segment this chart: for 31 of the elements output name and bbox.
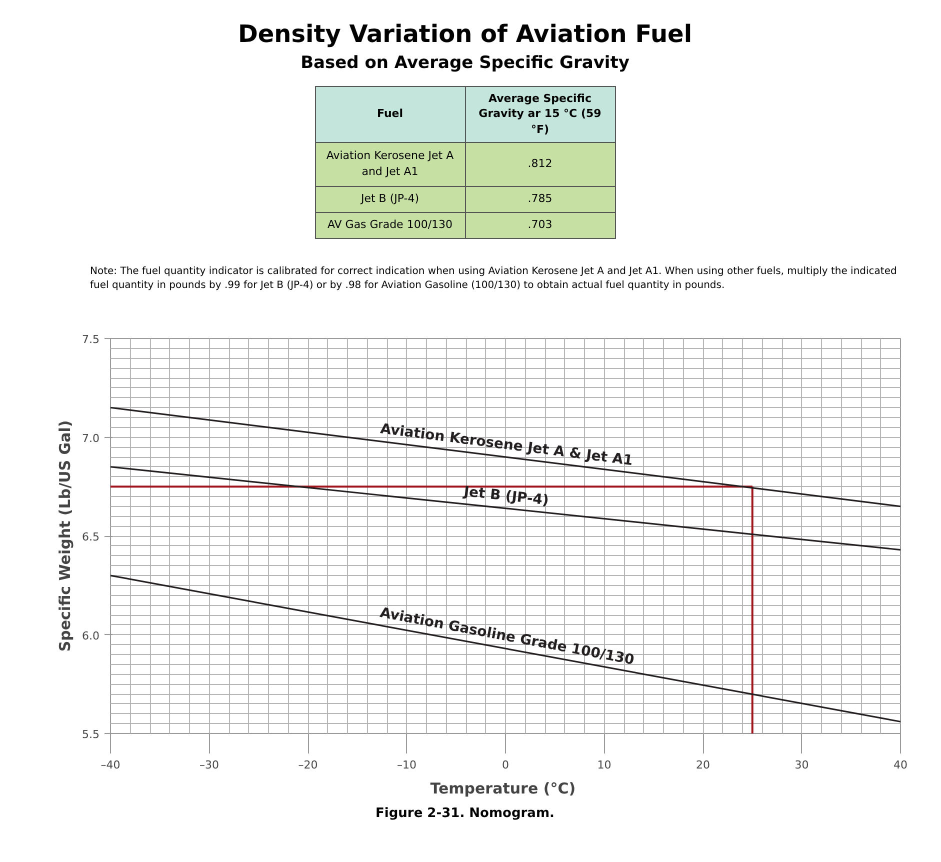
x-axis-title: Temperature (°C) xyxy=(430,780,576,798)
text: .703 xyxy=(465,212,615,238)
y-axis-title: Specific Weight (Lb/US Gal) xyxy=(56,420,74,652)
x-tick-label: 40 xyxy=(894,758,908,772)
y-tick-label: 6.0 xyxy=(82,629,100,642)
x-tick-label: 30 xyxy=(794,758,809,772)
x-tick-label: 0 xyxy=(502,758,509,772)
x-tick-label: 20 xyxy=(696,758,710,772)
text: .785 xyxy=(465,186,615,212)
text: Note: The fuel quantity indicator is calibrated for correct indication when using Aviation Kerosene Jet A and Jet A1. When using other fuels, multiply the indicated fuel quantity in pounds by .99 for Jet B (JP-4) or by .98 for Aviation Gasoline (100/130) to obtain actual fuel quantity in pounds. xyxy=(90,264,898,293)
y-tick-label: 5.5 xyxy=(82,728,100,741)
text: Aviation Kerosene Jet A & Jet A1 xyxy=(379,421,634,470)
x-tick-label: –10 xyxy=(397,758,416,772)
x-tick-label: –40 xyxy=(100,758,120,772)
y-tick-label: 6.5 xyxy=(82,530,100,544)
text: Aviation Kerosene Jet A and Jet A1 xyxy=(315,142,465,186)
y-tick-label: 7.0 xyxy=(82,432,100,445)
text: Jet B (JP-4) xyxy=(315,186,465,212)
y-tick-label: 7.5 xyxy=(82,333,100,346)
text: Average Specific Gravity ar 15 °C (59 °F) xyxy=(465,86,615,142)
text: Fuel xyxy=(315,86,465,142)
text: .812 xyxy=(465,142,615,186)
x-tick-label: –30 xyxy=(200,758,219,772)
x-tick-label: –20 xyxy=(298,758,318,772)
text: Jet B (JP-4) xyxy=(462,484,550,509)
chart-title: Density Variation of Aviation Fuel xyxy=(236,19,694,50)
caption: Figure 2-31. Nomogram. xyxy=(374,805,556,823)
x-tick-label: 10 xyxy=(597,758,612,772)
text: Aviation Gasoline Grade 100/130 xyxy=(378,604,636,669)
chart-subtitle: Based on Average Specific Gravity xyxy=(300,52,630,76)
text: AV Gas Grade 100/130 xyxy=(315,212,465,238)
